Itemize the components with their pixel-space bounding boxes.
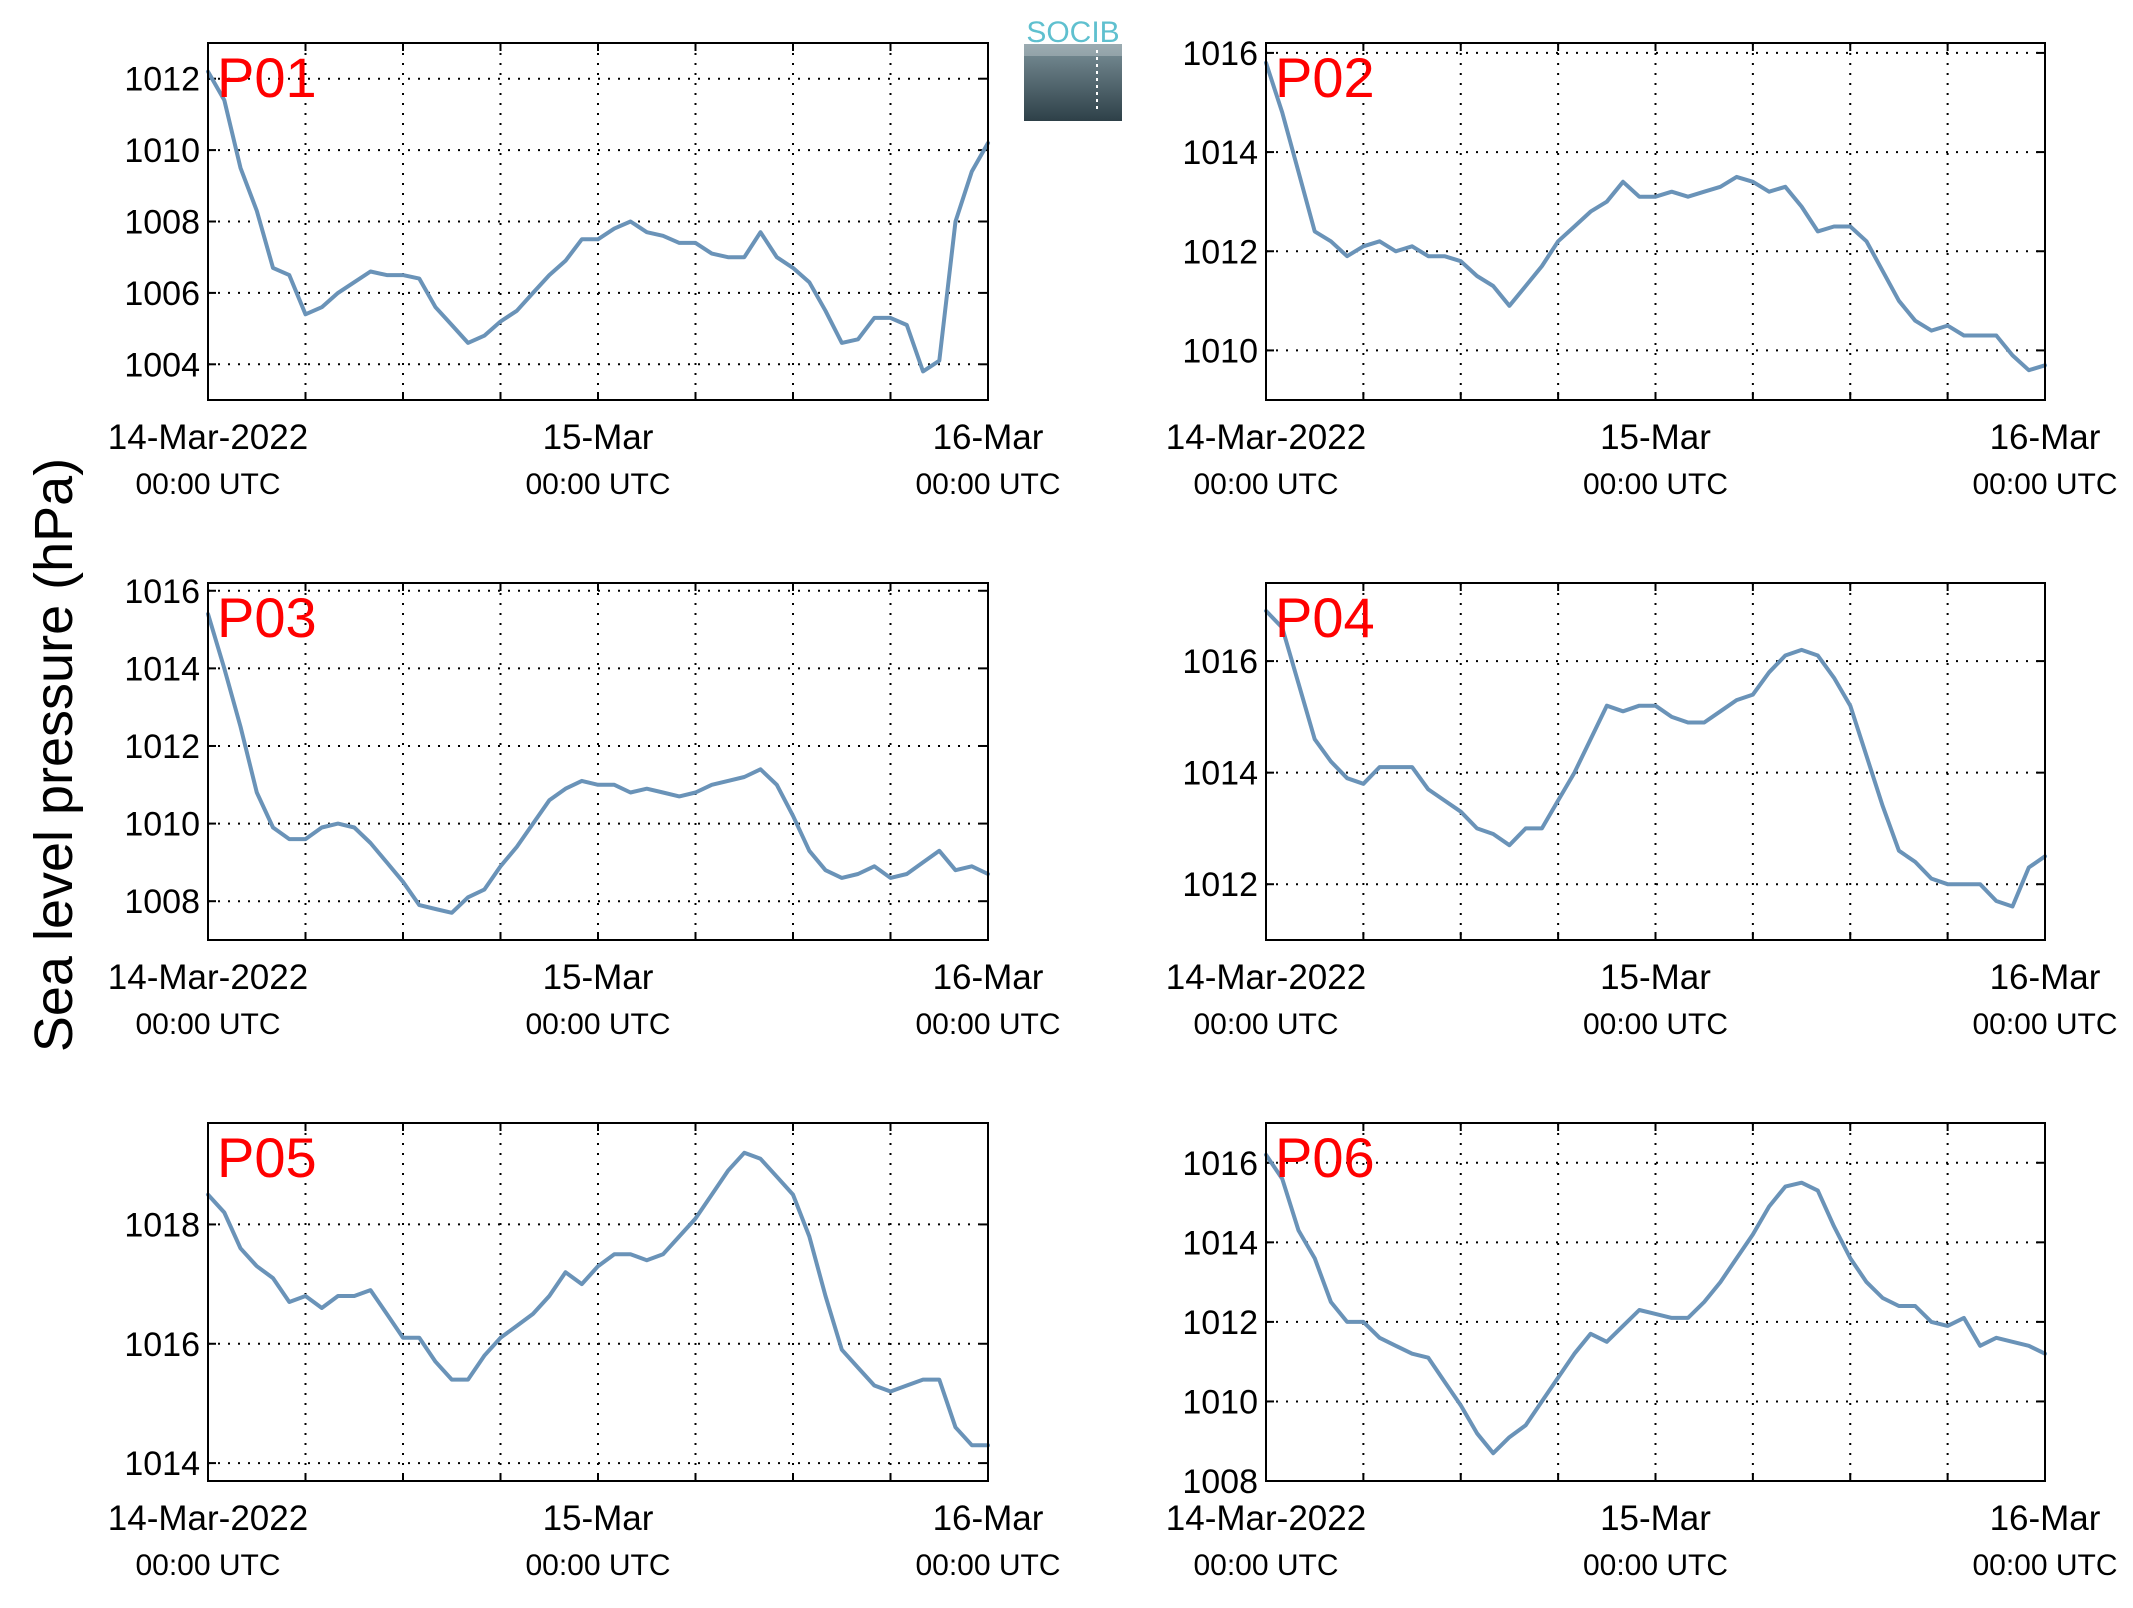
x-tick-label: 15-Mar: [1600, 1499, 1711, 1538]
y-tick-label: 1004: [124, 346, 200, 384]
y-tick-label: 1014: [124, 1445, 200, 1483]
x-tick-sublabel: 00:00 UTC: [915, 1008, 1060, 1041]
x-tick-label: 14-Mar-2022: [1166, 418, 1366, 457]
chart-panel-p02: 1010 1012 1014 1016 14-Mar-2022 00:00 UTC 15-M…: [1166, 35, 2118, 501]
x-tick-label: 16-Mar: [933, 418, 1044, 457]
plot-area: [1266, 1123, 2045, 1481]
x-tick-label: 14-Mar-2022: [108, 1499, 308, 1538]
y-tick-label: 1016: [124, 573, 200, 611]
y-tick-label: 1008: [1182, 1463, 1258, 1501]
x-tick-label: 16-Mar: [933, 1499, 1044, 1538]
x-tick-label: 14-Mar-2022: [1166, 958, 1366, 997]
series-line-p01: [206, 69, 990, 374]
y-tick-label: 1008: [124, 883, 200, 921]
plot-frame: [1265, 582, 2046, 941]
series-line-p05: [206, 1150, 990, 1448]
y-tick-label: 1012: [1182, 233, 1258, 271]
station-label: P02: [1275, 46, 1375, 109]
x-tick-sublabel: 00:00 UTC: [915, 1549, 1060, 1582]
y-tick-label: 1012: [124, 61, 200, 99]
x-tick-label: 15-Mar: [1600, 418, 1711, 457]
y-tick-label: 1012: [1182, 866, 1258, 904]
x-tick-sublabel: 00:00 UTC: [135, 468, 280, 501]
x-tick-sublabel: 00:00 UTC: [915, 468, 1060, 501]
x-tick-label: 15-Mar: [543, 1499, 654, 1538]
series-line-p02: [1264, 60, 2047, 373]
y-tick-label: 1016: [1182, 643, 1258, 681]
plot-frame: [207, 1122, 989, 1482]
plot-frame: [1265, 1122, 2046, 1482]
y-tick-label: 1014: [1182, 134, 1258, 172]
socib-logo: SOCIB: [1024, 16, 1122, 121]
y-axis-title: Sea level pressure (hPa): [24, 458, 84, 1052]
plot-area: [208, 583, 988, 940]
station-label: P05: [217, 1126, 317, 1189]
series-line-p04: [1264, 608, 2047, 909]
y-tick-label: 1016: [124, 1326, 200, 1364]
y-tick-label: 1006: [124, 275, 200, 313]
y-tick-label: 1010: [1182, 1383, 1258, 1421]
x-tick-sublabel: 00:00 UTC: [525, 1008, 670, 1041]
plot-frame: [207, 42, 989, 401]
x-tick-sublabel: 00:00 UTC: [1193, 1549, 1338, 1582]
chart-panel-p06: 1008 1010 1012 1014 1016 14-Mar-2022 00:00 UTC…: [1166, 1122, 2118, 1582]
plot-frame: [1265, 42, 2046, 401]
x-tick-label: 15-Mar: [543, 958, 654, 997]
x-tick-sublabel: 00:00 UTC: [525, 468, 670, 501]
x-tick-sublabel: 00:00 UTC: [1583, 1549, 1728, 1582]
x-tick-label: 14-Mar-2022: [1166, 1499, 1366, 1538]
x-tick-label: 15-Mar: [543, 418, 654, 457]
plot-area: [1266, 583, 2045, 940]
x-tick-sublabel: 00:00 UTC: [135, 1549, 280, 1582]
plot-area: [1266, 43, 2045, 400]
station-label: P03: [217, 586, 317, 649]
x-tick-label: 14-Mar-2022: [108, 418, 308, 457]
y-tick-label: 1008: [124, 204, 200, 242]
y-tick-label: 1010: [1182, 332, 1258, 370]
station-label: P01: [217, 46, 317, 109]
series-line-p06: [1264, 1152, 2047, 1456]
y-tick-label: 1012: [1182, 1304, 1258, 1342]
x-tick-label: 16-Mar: [1990, 418, 2101, 457]
station-label: P04: [1275, 586, 1375, 649]
x-tick-sublabel: 00:00 UTC: [1583, 468, 1728, 501]
y-tick-label: 1018: [124, 1206, 200, 1244]
series-line-p03: [206, 612, 990, 915]
socib-logo-text: SOCIB: [1026, 16, 1119, 49]
plot-area: [208, 1123, 988, 1481]
x-tick-label: 16-Mar: [1990, 1499, 2101, 1538]
x-tick-label: 16-Mar: [933, 958, 1044, 997]
x-tick-sublabel: 00:00 UTC: [1972, 1549, 2117, 1582]
y-tick-label: 1016: [1182, 1145, 1258, 1183]
chart-panel-p03: 1008 1010 1012 1014 1016 14-Mar-2022 00:00 UTC…: [108, 573, 1061, 1041]
chart-panel-p04: 1012 1014 1016 14-Mar-2022 00:00 UTC 15-Mar 00…: [1166, 582, 2118, 1041]
x-tick-sublabel: 00:00 UTC: [1972, 468, 2117, 501]
y-tick-label: 1014: [124, 650, 200, 688]
x-tick-label: 14-Mar-2022: [108, 958, 308, 997]
x-tick-sublabel: 00:00 UTC: [1972, 1008, 2117, 1041]
y-tick-label: 1014: [1182, 1224, 1258, 1262]
x-tick-sublabel: 00:00 UTC: [1193, 1008, 1338, 1041]
chart-panel-p05: 1014 1016 1018 14-Mar-2022 00:00 UTC 15-Mar 00…: [108, 1122, 1061, 1582]
chart-panel-p01: 1004 1006 1008 1010 1012 14-Mar-2022 00:00 UTC…: [108, 42, 1061, 501]
x-tick-sublabel: 00:00 UTC: [525, 1549, 670, 1582]
station-label: P06: [1275, 1126, 1375, 1189]
y-tick-label: 1012: [124, 728, 200, 766]
x-tick-sublabel: 00:00 UTC: [1193, 468, 1338, 501]
x-tick-label: 15-Mar: [1600, 958, 1711, 997]
y-tick-label: 1010: [124, 806, 200, 844]
y-tick-label: 1014: [1182, 755, 1258, 793]
plot-frame: [207, 582, 989, 941]
x-tick-sublabel: 00:00 UTC: [135, 1008, 280, 1041]
x-tick-sublabel: 00:00 UTC: [1583, 1008, 1728, 1041]
y-tick-label: 1016: [1182, 35, 1258, 73]
x-tick-label: 16-Mar: [1990, 958, 2101, 997]
y-tick-label: 1010: [124, 132, 200, 170]
